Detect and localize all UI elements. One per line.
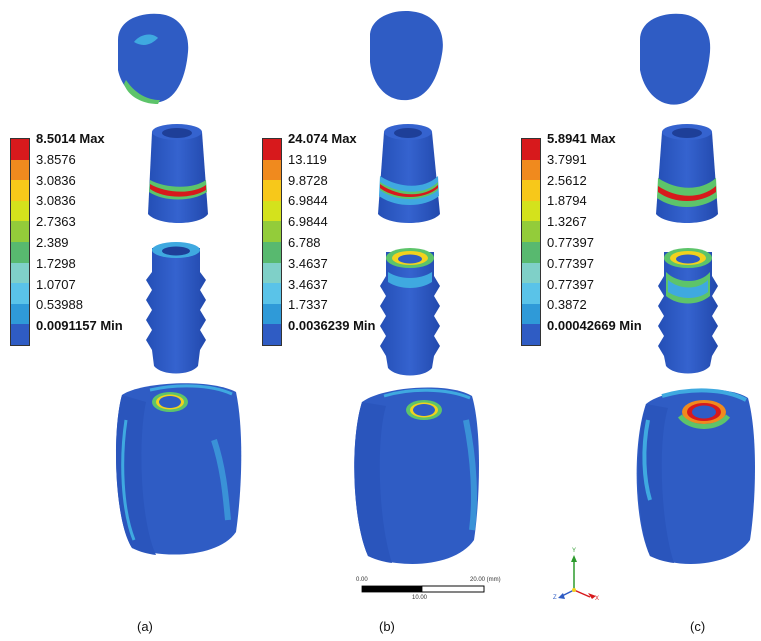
panel-b-bone-block: [354, 387, 479, 564]
legend-value-label: 1.3267: [547, 214, 587, 230]
legend-swatch: [11, 303, 29, 325]
legend-swatch: [11, 283, 29, 304]
legend-value-label: 3.4637: [288, 255, 328, 271]
legend-value-label: 2.7363: [36, 214, 76, 230]
legend-swatch: [522, 262, 540, 284]
panel-c-bone-block: [636, 388, 755, 564]
legend-swatch: [11, 262, 29, 284]
legend-value-label: 0.53988: [36, 297, 83, 313]
legend-panel-a: 8.5014 Max 3.8576 3.0836 3.0836 2.7363 2.389 1…: [10, 131, 140, 361]
legend-swatch: [522, 180, 540, 201]
caption-a: (a): [137, 619, 153, 634]
legend-value-label: 3.8576: [36, 151, 76, 167]
legend-swatch: [11, 324, 29, 345]
legend-swatch: [522, 283, 540, 304]
legend-swatch: [263, 221, 281, 242]
legend-value-label: 1.7298: [36, 255, 76, 271]
legend-swatch: [263, 159, 281, 181]
legend-panel-c: 5.8941 Max 3.7991 2.5612 1.8794 1.3267 0.7739…: [521, 131, 651, 361]
panel-a-crown: [118, 13, 189, 104]
legend-value-label: 2.389: [36, 235, 69, 250]
legend-value-label: 1.0707: [36, 276, 76, 292]
legend-value-label: 3.0836: [36, 193, 76, 209]
legend-value-label: 6.9844: [288, 193, 328, 209]
legend-min-label: 0.00042669 Min: [547, 318, 642, 334]
scale-bar-right-label: 20.00 (mm): [470, 577, 501, 583]
legend-value-label: 6.788: [288, 235, 321, 250]
legend-value-label: 0.77397: [547, 255, 594, 271]
legend-swatch: [11, 180, 29, 201]
legend-swatch: [522, 221, 540, 242]
triad-z-label: Z: [553, 595, 557, 601]
legend-panel-b: 24.074 Max 13.119 9.8728 6.9844 6.9844 6.788 3…: [262, 131, 392, 361]
panel-b-crown: [370, 10, 443, 101]
legend-swatch: [263, 200, 281, 222]
legend-swatch: [522, 324, 540, 345]
panel-a-bone-block: [116, 383, 242, 555]
triad-y-label: Y: [572, 548, 577, 554]
legend-swatch: [263, 180, 281, 201]
scale-bar-middle-label: 10.00: [412, 595, 428, 601]
legend-swatch: [263, 303, 281, 325]
legend-swatch: [11, 200, 29, 222]
legend-min-label: 0.0091157 Min: [36, 318, 123, 334]
legend-value-label: 1.8794: [547, 193, 587, 209]
legend-swatch: [522, 303, 540, 325]
panel-c-crown: [640, 13, 711, 105]
legend-swatch: [522, 159, 540, 181]
legend-swatch: [522, 241, 540, 263]
legend-color-bar: [10, 138, 30, 346]
legend-swatch: [11, 139, 29, 160]
legend-swatch: [11, 221, 29, 242]
panel-a-abutment: [148, 124, 208, 223]
legend-min-label: 0.0036239 Min: [288, 318, 376, 334]
panel-c-implant: [658, 248, 718, 374]
legend-value-label: 13.119: [288, 151, 327, 167]
legend-max-label: 8.5014 Max: [36, 131, 105, 146]
legend-value-label: 3.4637: [288, 276, 328, 292]
legend-max-label: 24.074 Max: [288, 131, 357, 146]
panel-b-abutment: [378, 124, 440, 223]
legend-value-label: 0.77397: [547, 235, 594, 250]
axis-triad: [558, 555, 596, 599]
legend-color-bar: [262, 138, 282, 346]
legend-value-label: 3.0836: [36, 172, 76, 188]
panel-c-abutment: [656, 124, 718, 223]
scale-bar-left-label: 0.00: [356, 577, 368, 583]
legend-color-bar: [521, 138, 541, 346]
legend-value-label: 0.3872: [547, 297, 587, 313]
legend-swatch: [263, 324, 281, 345]
triad-x-label: X: [595, 596, 600, 602]
legend-swatch: [263, 241, 281, 263]
legend-value-label: 3.7991: [547, 151, 587, 167]
legend-swatch: [11, 159, 29, 181]
scale-bar: [361, 585, 485, 593]
panel-b-implant: [380, 248, 440, 376]
caption-b: (b): [379, 619, 395, 634]
legend-swatch: [11, 241, 29, 263]
legend-value-label: 6.9844: [288, 214, 328, 230]
legend-swatch: [263, 139, 281, 160]
legend-max-label: 5.8941 Max: [547, 131, 616, 146]
legend-swatch: [263, 262, 281, 284]
panel-a-implant: [146, 242, 206, 374]
legend-value-label: 0.77397: [547, 276, 594, 292]
legend-value-label: 2.5612: [547, 172, 587, 188]
legend-swatch: [522, 200, 540, 222]
legend-value-label: 9.8728: [288, 172, 328, 188]
legend-swatch: [522, 139, 540, 160]
legend-swatch: [263, 283, 281, 304]
legend-value-label: 1.7337: [288, 297, 328, 313]
caption-c: (c): [690, 619, 706, 634]
